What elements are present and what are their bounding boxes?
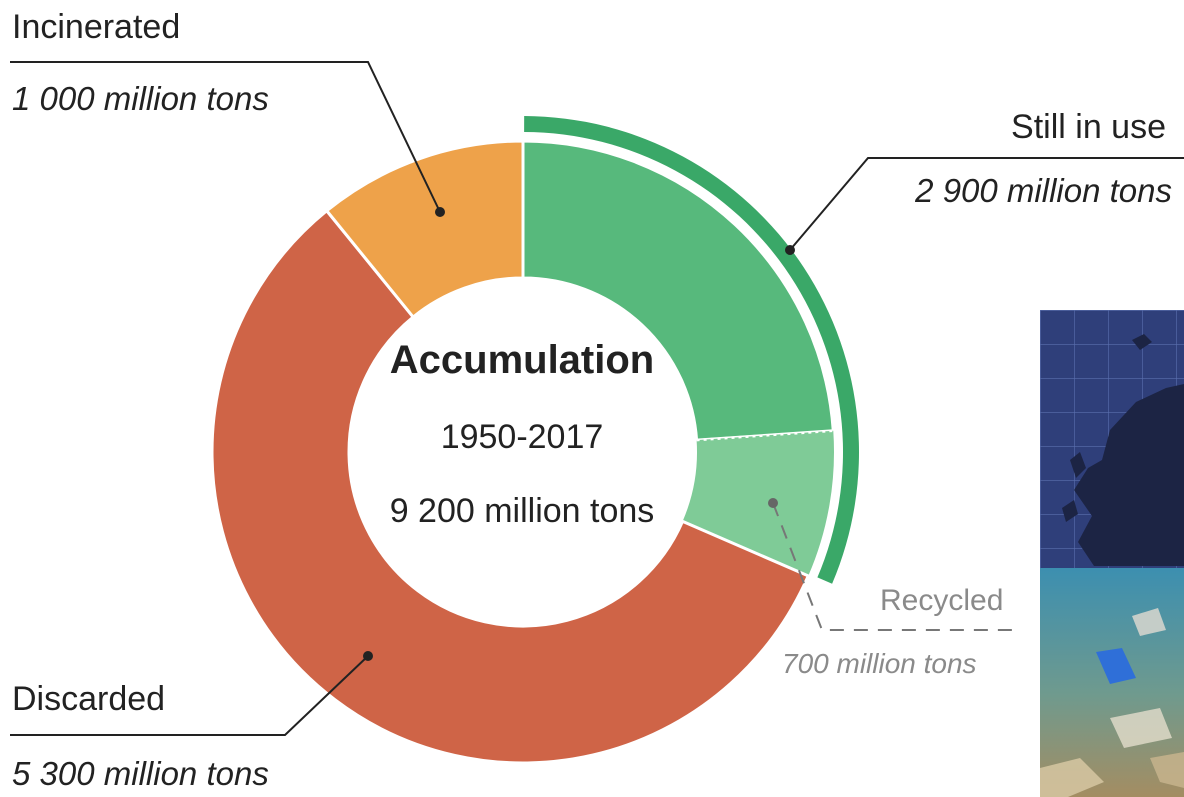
chart-subtitle: 1950-2017 bbox=[440, 418, 604, 456]
donut-slices bbox=[210, 139, 835, 765]
europe-map-thumbnail bbox=[1040, 310, 1184, 568]
discarded-label: Discarded bbox=[12, 680, 166, 718]
slice-recycled bbox=[682, 430, 834, 576]
incinerated-leader-dot bbox=[435, 207, 445, 217]
recycled-leader-dot bbox=[768, 498, 778, 508]
recycled-divider-line bbox=[696, 429, 834, 442]
recycled-leader-line bbox=[772, 502, 1016, 631]
still-in-use-value: 2 900 million tons bbox=[915, 172, 1172, 209]
still-in-use-outer-arc bbox=[524, 116, 860, 584]
incinerated-leader-line bbox=[10, 61, 441, 213]
leader-lines bbox=[10, 61, 1184, 736]
still-in-use-label: Still in use bbox=[1011, 108, 1166, 146]
still-in-use-leader-dot bbox=[785, 245, 795, 255]
recycled-label: Recycled bbox=[880, 584, 1004, 617]
discarded-leader-line bbox=[10, 655, 369, 736]
recycled-value: 700 million tons bbox=[782, 648, 977, 679]
still-in-use-leader-line bbox=[789, 157, 1184, 251]
discarded-leader-dot bbox=[363, 651, 373, 661]
seabed-plastic-waste-photo bbox=[1040, 568, 1184, 797]
chart-title: Accumulation bbox=[389, 338, 655, 382]
slice-discarded bbox=[210, 208, 811, 765]
chart-total: 9 200 million tons bbox=[389, 492, 655, 530]
slice-incinerated bbox=[324, 139, 525, 320]
incinerated-label: Incinerated bbox=[12, 8, 181, 46]
discarded-value: 5 300 million tons bbox=[12, 755, 269, 792]
incinerated-value: 1 000 million tons bbox=[12, 80, 269, 117]
slice-still-in-use bbox=[521, 139, 835, 442]
